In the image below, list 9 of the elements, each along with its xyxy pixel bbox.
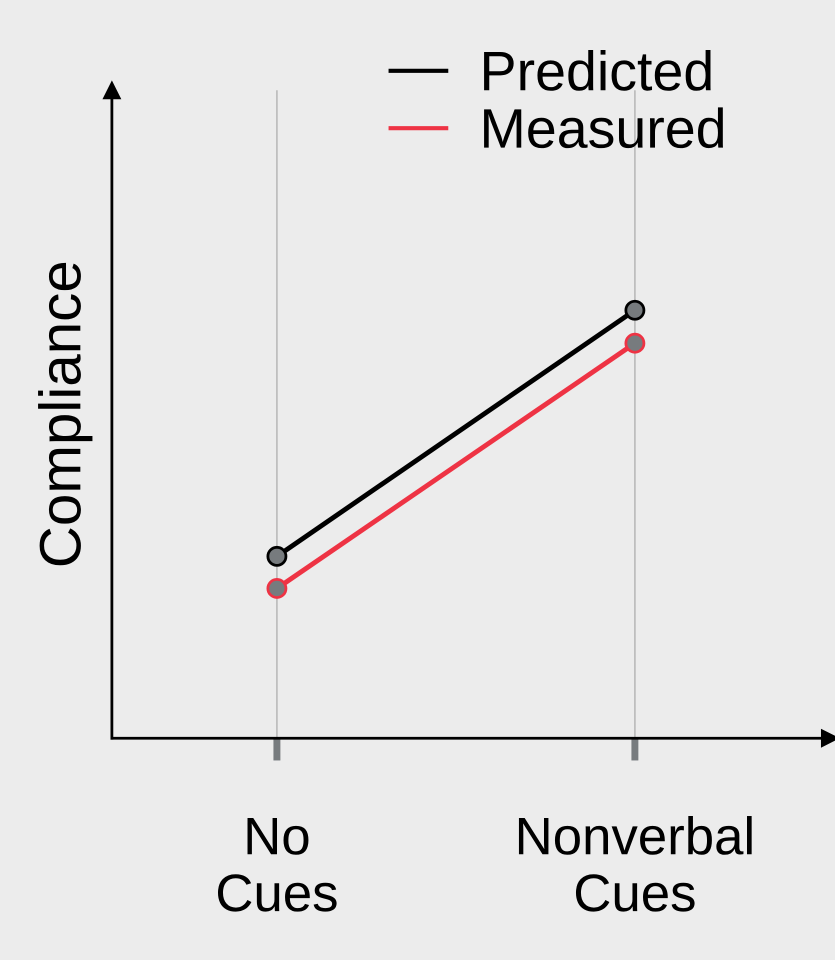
point [266,578,288,599]
y-axis-title: Compliance [38,262,92,566]
legend-label: Predicted [484,50,711,91]
point [266,546,288,567]
x-tick-label: No Cues [218,818,337,912]
x-tick-label: Nonverbal Cues [518,816,752,912]
point [624,300,646,321]
legend-label: Measured [484,107,723,148]
point [624,332,646,354]
